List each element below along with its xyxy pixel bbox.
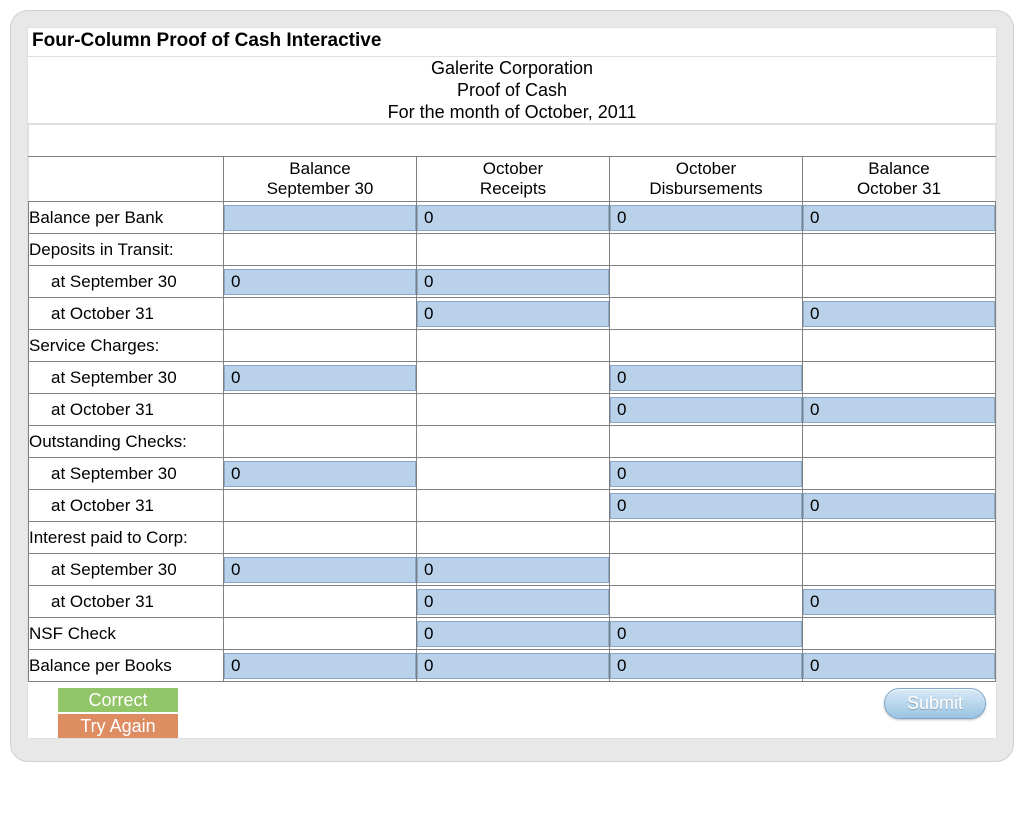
input-balance_per_books-c2[interactable]	[417, 653, 609, 679]
row-label-nsf_check: NSF Check	[29, 618, 224, 650]
row-sc_oct31: at October 31	[29, 394, 996, 426]
input-sc_sep30-c3[interactable]	[610, 365, 802, 391]
report-name: Proof of Cash	[28, 79, 996, 101]
input-balance_per_bank-c1[interactable]	[224, 205, 416, 231]
row-label-ip_oct31: at October 31	[29, 586, 224, 618]
input-oc_sep30-c3[interactable]	[610, 461, 802, 487]
proof-of-cash-table: Balance September 30 October Receipts Oc…	[28, 124, 996, 682]
row-balance_per_books: Balance per Books	[29, 650, 996, 682]
input-ip_oct31-c4[interactable]	[803, 589, 995, 615]
row-label-sc_oct31: at October 31	[29, 394, 224, 426]
row-label-outstanding_checks_hdr: Outstanding Checks:	[29, 426, 224, 458]
main-panel: Four-Column Proof of Cash Interactive Ga…	[10, 10, 1014, 762]
company-name: Galerite Corporation	[28, 57, 996, 79]
input-nsf_check-c3[interactable]	[610, 621, 802, 647]
page-title: Four-Column Proof of Cash Interactive	[28, 28, 996, 57]
submit-button[interactable]: Submit	[884, 688, 986, 719]
input-balance_per_bank-c2[interactable]	[417, 205, 609, 231]
input-dit_oct31-c4[interactable]	[803, 301, 995, 327]
row-label-deposits_in_transit_hdr: Deposits in Transit:	[29, 234, 224, 266]
input-ip_sep30-c2[interactable]	[417, 557, 609, 583]
input-ip_sep30-c1[interactable]	[224, 557, 416, 583]
row-label-oc_oct31: at October 31	[29, 490, 224, 522]
input-oc_oct31-c4[interactable]	[803, 493, 995, 519]
input-dit_oct31-c2[interactable]	[417, 301, 609, 327]
input-sc_sep30-c1[interactable]	[224, 365, 416, 391]
row-deposits_in_transit_hdr: Deposits in Transit:	[29, 234, 996, 266]
row-label-balance_per_books: Balance per Books	[29, 650, 224, 682]
input-dit_sep30-c2[interactable]	[417, 269, 609, 295]
row-dit_sep30: at September 30	[29, 266, 996, 298]
col-header-balance-sep30: Balance September 30	[224, 157, 417, 202]
input-balance_per_books-c3[interactable]	[610, 653, 802, 679]
row-label-dit_sep30: at September 30	[29, 266, 224, 298]
row-balance_per_bank: Balance per Bank	[29, 202, 996, 234]
input-oc_oct31-c3[interactable]	[610, 493, 802, 519]
row-label-dit_oct31: at October 31	[29, 298, 224, 330]
report-period: For the month of October, 2011	[28, 101, 996, 123]
legend-tryagain: Try Again	[58, 714, 178, 738]
row-label-oc_sep30: at September 30	[29, 458, 224, 490]
input-sc_oct31-c4[interactable]	[803, 397, 995, 423]
input-nsf_check-c2[interactable]	[417, 621, 609, 647]
row-service_charges_hdr: Service Charges:	[29, 330, 996, 362]
input-dit_sep30-c1[interactable]	[224, 269, 416, 295]
row-nsf_check: NSF Check	[29, 618, 996, 650]
legend-correct: Correct	[58, 688, 178, 712]
col-header-balance-oct31: Balance October 31	[803, 157, 996, 202]
row-label-sc_sep30: at September 30	[29, 362, 224, 394]
col-header-oct-disbursements: October Disbursements	[610, 157, 803, 202]
legend: Correct Try Again	[58, 688, 178, 738]
col-header-blank	[29, 157, 224, 202]
row-oc_sep30: at September 30	[29, 458, 996, 490]
row-dit_oct31: at October 31	[29, 298, 996, 330]
row-label-service_charges_hdr: Service Charges:	[29, 330, 224, 362]
row-oc_oct31: at October 31	[29, 490, 996, 522]
row-outstanding_checks_hdr: Outstanding Checks:	[29, 426, 996, 458]
inner-card: Four-Column Proof of Cash Interactive Ga…	[27, 27, 997, 739]
row-label-ip_sep30: at September 30	[29, 554, 224, 586]
input-oc_sep30-c1[interactable]	[224, 461, 416, 487]
col-header-oct-receipts: October Receipts	[417, 157, 610, 202]
input-ip_oct31-c2[interactable]	[417, 589, 609, 615]
input-balance_per_bank-c4[interactable]	[803, 205, 995, 231]
row-label-interest_paid_hdr: Interest paid to Corp:	[29, 522, 224, 554]
row-sc_sep30: at September 30	[29, 362, 996, 394]
report-header: Galerite Corporation Proof of Cash For t…	[28, 57, 996, 124]
input-sc_oct31-c3[interactable]	[610, 397, 802, 423]
footer-bar: Correct Try Again Submit	[28, 682, 996, 738]
input-balance_per_bank-c3[interactable]	[610, 205, 802, 231]
input-balance_per_books-c4[interactable]	[803, 653, 995, 679]
row-ip_sep30: at September 30	[29, 554, 996, 586]
row-ip_oct31: at October 31	[29, 586, 996, 618]
row-interest_paid_hdr: Interest paid to Corp:	[29, 522, 996, 554]
row-label-balance_per_bank: Balance per Bank	[29, 202, 224, 234]
input-balance_per_books-c1[interactable]	[224, 653, 416, 679]
